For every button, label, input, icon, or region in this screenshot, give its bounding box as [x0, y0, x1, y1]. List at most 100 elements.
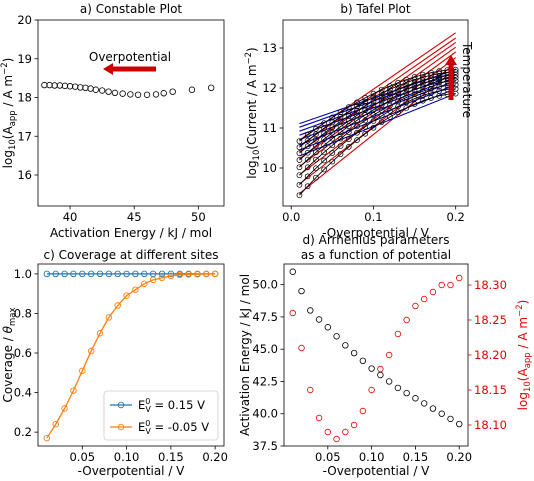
data-point: [46, 81, 53, 89]
log-prefactor-point: [412, 302, 419, 310]
tafel-data-point: [403, 94, 410, 101]
tafel-data-point: [354, 137, 360, 143]
tafel-data-point: [362, 95, 369, 101]
tafel-data-point: [337, 143, 344, 149]
activation-energy-point: [429, 405, 437, 412]
coverage-data-point: [132, 286, 139, 293]
tafel-data-point: [428, 85, 434, 92]
tafel-data-point: [345, 104, 352, 111]
chart-subtitle: as a function of potential: [301, 248, 451, 262]
y-tick-label-right: 18.10: [474, 418, 507, 432]
activation-energy-point: [447, 415, 454, 423]
tafel-data-point: [395, 86, 401, 93]
y-tick-label: 40.0: [252, 407, 278, 421]
chart-title: b) Tafel Plot: [340, 2, 410, 16]
coverage-data-point: [96, 270, 104, 278]
tafel-data-point: [428, 78, 434, 85]
activation-energy-point: [403, 389, 410, 397]
tafel-data-point: [362, 123, 369, 130]
y-tick-label: 0.8: [14, 306, 32, 320]
activation-energy-point: [289, 268, 296, 275]
coverage-data-point: [52, 270, 59, 278]
legend-box: [103, 390, 219, 441]
tafel-data-point: [362, 130, 369, 137]
tafel-data-point: [329, 135, 336, 142]
coverage-data-point: [132, 270, 139, 278]
log-prefactor-point: [324, 428, 332, 436]
data-point: [127, 91, 134, 98]
data-point: [82, 84, 89, 92]
tafel-data-point: [313, 165, 319, 172]
y-tick-label: 50.0: [252, 278, 278, 292]
activation-energy-point: [438, 410, 445, 417]
tafel-data-point: [329, 129, 336, 136]
tafel-data-point: [395, 93, 401, 100]
tafel-data-point: [387, 86, 393, 93]
data-point: [41, 81, 48, 89]
tafel-curve: [299, 84, 456, 176]
tafel-data-point: [378, 86, 385, 93]
tafel-data-point: [362, 102, 369, 109]
tafel-data-point: [354, 103, 360, 110]
tafel-data-point: [362, 107, 369, 113]
tafel-curve: [299, 69, 456, 142]
tafel-data-point: [403, 76, 410, 83]
coverage-data-point: [167, 272, 175, 280]
x-tick-label: 0.15: [403, 450, 429, 464]
data-point: [134, 91, 142, 98]
coverage-data-point: [96, 329, 104, 337]
legend-marker: [117, 401, 125, 409]
tafel-data-point: [296, 164, 303, 171]
tafel-curve: [299, 80, 456, 168]
coverage-data-point: [194, 271, 201, 278]
activation-energy-point: [385, 378, 393, 385]
tafel-data-point: [337, 109, 344, 116]
tafel-data-point: [370, 94, 377, 101]
plot-frame: [282, 19, 469, 207]
plot-frame: [37, 263, 225, 447]
data-point: [61, 82, 69, 90]
x-axis-label: -Overpotential / V: [323, 464, 431, 478]
activation-energy-point: [412, 395, 419, 402]
x-tick-label: 40: [63, 210, 78, 224]
tafel-data-point: [411, 91, 418, 97]
tafel-data-point: [354, 123, 360, 130]
data-point: [119, 90, 126, 97]
y-tick-label: 42.5: [252, 374, 278, 388]
red-fit-line: [299, 51, 456, 167]
x-tick-label: 0.0: [282, 210, 300, 224]
tafel-data-point: [304, 156, 311, 163]
x-axis-label: -Overpotential / V: [78, 464, 186, 478]
y-tick-label: 20: [17, 13, 32, 27]
temperature-annotation: Temperature: [460, 41, 474, 118]
coverage-data-point: [61, 270, 68, 278]
tafel-data-point: [395, 82, 401, 89]
coverage-data-point: [176, 271, 183, 279]
blue-fit-line: [299, 88, 456, 151]
tafel-data-point: [329, 114, 336, 121]
coverage-data-point: [114, 270, 121, 278]
tafel-data-point: [304, 132, 311, 138]
y-tick-label: 47.5: [252, 310, 278, 324]
tafel-data-point: [378, 102, 385, 108]
activation-energy-point: [394, 384, 402, 392]
x-tick-label: 0.1: [364, 210, 382, 224]
tafel-data-point: [296, 138, 303, 145]
tafel-data-point: [362, 117, 369, 124]
chart-title: c) Coverage at different sites: [44, 248, 219, 262]
activation-energy-point: [377, 371, 384, 379]
data-point: [66, 83, 74, 90]
tafel-data-point: [370, 98, 377, 104]
log-prefactor-point: [438, 281, 445, 289]
tafel-data-point: [329, 158, 336, 165]
tafel-data-point: [345, 136, 352, 143]
x-tick-label: 0.10: [114, 450, 140, 464]
y-tick-label-right: 18.15: [474, 383, 507, 397]
coverage-data-point: [52, 420, 59, 428]
data-point: [87, 85, 94, 92]
log-prefactor-point: [420, 295, 428, 303]
tafel-data-point: [411, 86, 418, 93]
tafel-data-point: [321, 120, 327, 126]
x-tick-label: 0.15: [158, 450, 184, 464]
